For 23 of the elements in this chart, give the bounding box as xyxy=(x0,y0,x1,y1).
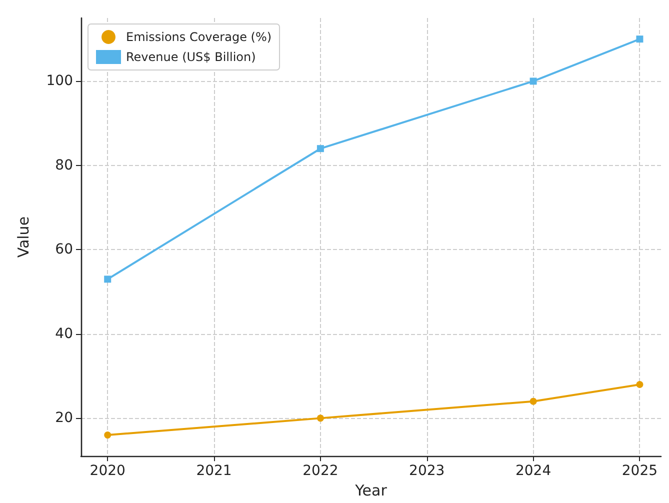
point xyxy=(636,36,644,43)
x-axis-title: Year xyxy=(354,482,388,500)
point xyxy=(316,145,324,152)
legend-label: Revenue (US$ Billion) xyxy=(126,50,256,64)
x-tick-label: 2022 xyxy=(302,463,338,480)
point xyxy=(530,398,537,405)
point xyxy=(104,276,112,283)
point xyxy=(316,414,324,422)
y-tick-label: 40 xyxy=(55,326,73,342)
y-tick-label: 60 xyxy=(55,242,73,258)
y-tick-label: 80 xyxy=(55,157,73,174)
legend-label: Emissions Coverage (%) xyxy=(126,30,272,44)
point xyxy=(530,78,537,85)
y-axis-title: Value xyxy=(14,216,32,258)
x-tick-label: 2024 xyxy=(515,463,552,480)
x-tick-label: 2023 xyxy=(409,463,445,480)
x-tick-label: 2025 xyxy=(622,463,658,480)
y-tick-label: 20 xyxy=(55,410,73,426)
y-tick-label: 100 xyxy=(46,73,73,90)
point xyxy=(104,432,112,439)
x-tick-label: 2021 xyxy=(196,463,232,480)
point xyxy=(636,380,644,388)
x-tick-label: 2020 xyxy=(90,463,126,480)
